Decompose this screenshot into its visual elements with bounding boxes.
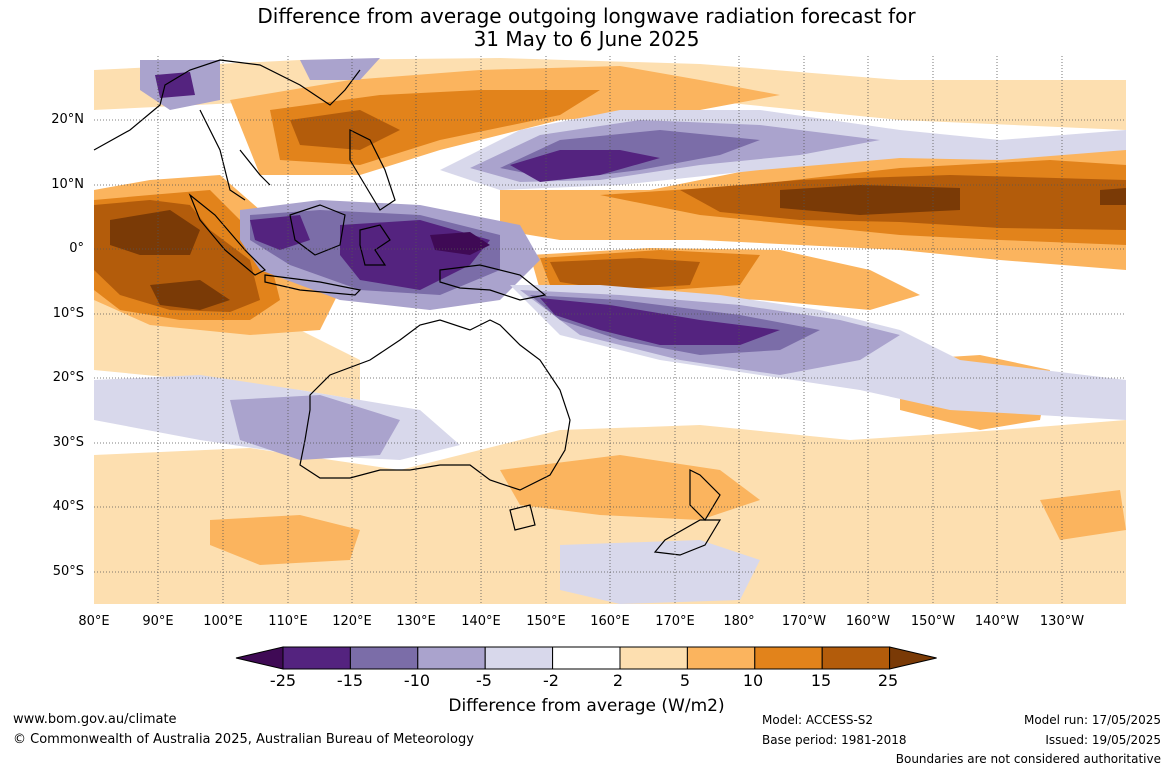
lon-label: 160°E bbox=[590, 614, 630, 629]
colorbar-extend-high bbox=[889, 646, 937, 670]
colorbar-tick-label: -15 bbox=[336, 671, 364, 690]
lon-label: 150°E bbox=[526, 614, 566, 629]
lon-label: 160°W bbox=[845, 614, 891, 629]
colorbar-cell bbox=[821, 646, 891, 670]
colorbar-tick-label: 10 bbox=[742, 671, 764, 690]
copyright-text: © Commonwealth of Australia 2025, Austra… bbox=[13, 732, 474, 747]
philippines-coast bbox=[349, 129, 396, 211]
colorbar-tick-label: -2 bbox=[543, 671, 559, 690]
sumatra-coast bbox=[188, 193, 267, 276]
lat-label: 30°S bbox=[52, 435, 84, 450]
colorbar-extend-low bbox=[235, 646, 284, 670]
colorbar-cell bbox=[552, 646, 621, 670]
lon-label: 170°W bbox=[781, 614, 827, 629]
colorbar-tick-label: 5 bbox=[679, 671, 691, 690]
colorbar-cell bbox=[282, 646, 351, 670]
lat-label: 20°N bbox=[51, 112, 84, 127]
lon-label: 140°W bbox=[974, 614, 1020, 629]
website-link[interactable]: www.bom.gov.au/climate bbox=[13, 712, 177, 727]
colorbar-tick-label: -5 bbox=[476, 671, 492, 690]
lat-label: 10°N bbox=[51, 177, 84, 192]
lon-label: 100°E bbox=[203, 614, 243, 629]
java-coast bbox=[264, 274, 362, 296]
boundary-disclaimer: Boundaries are not considered authoritat… bbox=[895, 752, 1161, 766]
australia-coast bbox=[299, 319, 571, 491]
map-title-line1: Difference from average outgoing longwav… bbox=[257, 4, 916, 28]
lon-label: 130°E bbox=[396, 614, 436, 629]
model-name: Model: ACCESS-S2 bbox=[762, 713, 874, 727]
lon-label: 140°E bbox=[461, 614, 501, 629]
graticule bbox=[94, 56, 1126, 604]
colorbar-tick-label: 25 bbox=[877, 671, 899, 690]
new-guinea-coast bbox=[439, 264, 547, 301]
lon-label: 150°W bbox=[910, 614, 956, 629]
colorbar-cell bbox=[619, 646, 688, 670]
colorbar-cell bbox=[484, 646, 554, 670]
base-period: Base period: 1981-2018 bbox=[762, 733, 907, 747]
colorbar-title: Difference from average (W/m2) bbox=[448, 696, 725, 716]
lat-label: 0° bbox=[69, 241, 84, 256]
lat-label: 10°S bbox=[52, 306, 84, 321]
colorbar-cell bbox=[686, 646, 756, 670]
anomaly-shading bbox=[94, 58, 1126, 604]
colorbar-cell bbox=[349, 646, 419, 670]
colorbar-cell bbox=[417, 646, 486, 670]
colorbar-tick-label: -25 bbox=[269, 671, 297, 690]
borneo-coast bbox=[289, 204, 346, 256]
asia-mainland-coast bbox=[93, 59, 361, 201]
lon-label: 180° bbox=[723, 614, 755, 629]
map-title-line2: 31 May to 6 June 2025 bbox=[473, 27, 700, 51]
colorbar-cell bbox=[754, 646, 823, 670]
olr-anomaly-map bbox=[93, 56, 1126, 604]
lon-label: 90°E bbox=[142, 614, 174, 629]
colorbar-tick-label: -10 bbox=[403, 671, 431, 690]
new-zealand-south bbox=[653, 519, 722, 556]
coastlines bbox=[93, 59, 722, 556]
lat-label: 50°S bbox=[52, 564, 84, 579]
lon-label: 130°W bbox=[1039, 614, 1085, 629]
lat-label: 20°S bbox=[52, 370, 84, 385]
model-run-date: Model run: 17/05/2025 bbox=[1023, 713, 1161, 727]
colorbar bbox=[235, 646, 937, 670]
colorbar-tick-label: 15 bbox=[810, 671, 832, 690]
colorbar-tick-label: 2 bbox=[612, 671, 624, 690]
sulawesi-coast bbox=[359, 224, 391, 266]
issued-date: Issued: 19/05/2025 bbox=[1045, 733, 1161, 747]
lon-label: 80°E bbox=[78, 614, 110, 629]
lon-label: 170°E bbox=[655, 614, 695, 629]
new-zealand-north bbox=[689, 469, 721, 521]
lat-label: 40°S bbox=[52, 499, 84, 514]
lon-label: 120°E bbox=[332, 614, 372, 629]
lon-label: 110°E bbox=[268, 614, 308, 629]
